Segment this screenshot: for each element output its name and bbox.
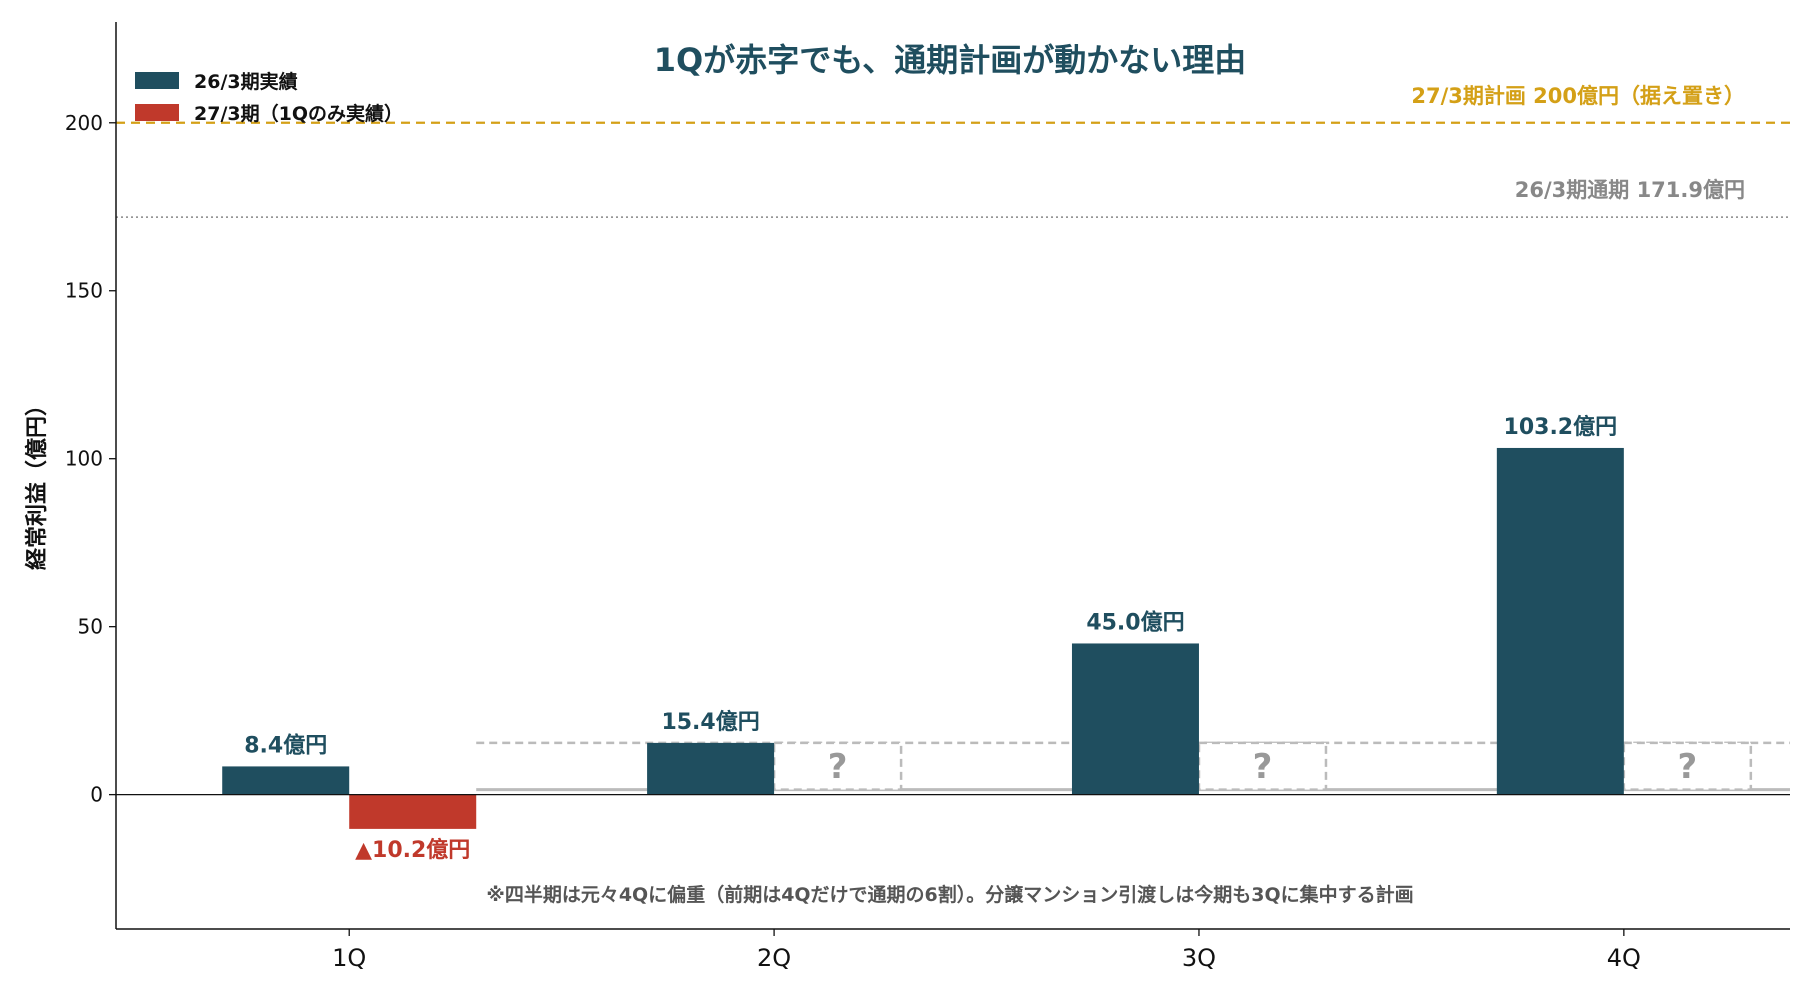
x-tick-label: 4Q (1607, 944, 1641, 972)
chart-title: 1Qが赤字でも、通期計画が動かない理由 (654, 41, 1247, 79)
bar-prev-1q (222, 766, 350, 795)
y-tick-label: 0 (90, 783, 103, 807)
reference-line-label: 27/3期計画 200億円（据え置き） (1411, 84, 1745, 108)
placeholder-box (1197, 741, 1328, 791)
y-tick-label: 200 (65, 111, 103, 135)
placeholder-question-mark: ? (828, 747, 848, 787)
bar-prev-3q (1071, 643, 1199, 795)
x-tick-label: 2Q (757, 944, 791, 972)
y-axis-label: 経常利益（億円） (24, 394, 50, 570)
bar-curr-1q (349, 794, 477, 829)
x-tick-label: 1Q (332, 944, 366, 972)
y-tick-label: 100 (65, 447, 103, 471)
data-label: 45.0億円 (1086, 609, 1184, 635)
bars: 8.4億円 15.4億円 45.0億円 103.2億円 ▲10.2億円 (222, 414, 1624, 863)
legend-swatch (135, 72, 179, 89)
x-tick-label: 3Q (1182, 944, 1216, 972)
data-label: 103.2億円 (1504, 414, 1618, 440)
legend-label: 26/3期実績 (194, 70, 298, 93)
data-label: ▲10.2億円 (355, 837, 470, 863)
reference-line-label: 26/3期通期 171.9億円 (1515, 178, 1745, 202)
bar-prev-2q (647, 742, 775, 795)
data-label: 8.4億円 (244, 732, 327, 758)
legend-swatch (135, 104, 179, 121)
footnote: ※四半期は元々4Qに偏重（前期は4Qだけで通期の6割）。分譲マンション引渡しは今… (486, 883, 1413, 906)
axes: 0 50 100 150 200 1Q 2Q 3Q 4Q (65, 22, 1790, 972)
y-tick-label: 150 (65, 279, 103, 303)
placeholder-box (1622, 741, 1753, 791)
placeholder-question-mark: ? (1677, 747, 1697, 787)
legend: 26/3期実績 27/3期（1Qのみ実績） (135, 70, 403, 125)
bar-prev-4q (1496, 447, 1624, 795)
placeholder-box (772, 741, 903, 791)
legend-label: 27/3期（1Qのみ実績） (194, 102, 403, 125)
y-tick-label: 50 (78, 615, 103, 639)
unknown-placeholders: ??? (476, 741, 1790, 792)
data-label: 15.4億円 (661, 709, 759, 735)
placeholder-question-mark: ? (1253, 747, 1273, 787)
reference-lines: 27/3期計画 200億円（据え置き） 26/3期通期 171.9億円 (116, 84, 1790, 218)
